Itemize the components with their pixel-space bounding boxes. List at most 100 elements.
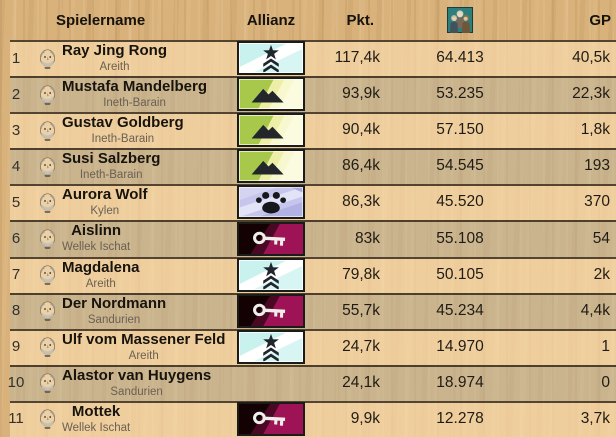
rank-number: 2	[11, 85, 21, 103]
population-value: 14.970	[436, 337, 484, 355]
player-link[interactable]: Magdalena Areith	[62, 259, 140, 291]
table-row: 11 Mottek Wellek Ischat	[0, 400, 616, 437]
population-icon	[447, 7, 473, 33]
gp-value: 193	[584, 157, 610, 175]
table-row: 3 Gustav Goldberg Ineth-Barain	[0, 112, 616, 149]
alliance-flag-key[interactable]	[237, 293, 305, 328]
player-link[interactable]: Ray Jing Rong Areith	[62, 42, 167, 74]
player-link[interactable]: Susi Salzberg Ineth-Barain	[62, 150, 160, 182]
player-avatar-icon	[32, 220, 62, 256]
points-value: 9,9k	[350, 409, 380, 427]
player-link[interactable]: Mottek Wellek Ischat	[62, 403, 130, 435]
column-header-alliance[interactable]: Allianz	[246, 11, 296, 29]
player-link[interactable]: Aurora Wolf Kylen	[62, 186, 148, 218]
population-value: 64.413	[436, 49, 484, 67]
player-avatar-icon	[32, 329, 62, 365]
player-name[interactable]: Mottek	[71, 402, 121, 420]
alliance-flag-mountain[interactable]	[237, 149, 305, 184]
player-avatar-icon	[32, 257, 62, 293]
rank-number: 5	[11, 193, 21, 211]
player-alliance-name[interactable]: Ineth-Barain	[103, 97, 166, 110]
player-alliance-name[interactable]: Wellek Ischat	[62, 421, 131, 434]
rank-number: 1	[11, 49, 21, 67]
player-avatar-icon	[32, 112, 62, 148]
points-value: 83k	[355, 229, 380, 247]
player-alliance-name[interactable]: Ineth-Barain	[79, 169, 143, 182]
player-name[interactable]: Aislinn	[71, 222, 122, 240]
player-alliance-name[interactable]: Kylen	[90, 205, 120, 218]
player-avatar-icon	[32, 293, 62, 329]
population-value: 12.278	[436, 409, 484, 427]
gp-value: 370	[584, 193, 610, 211]
points-value: 86,4k	[342, 157, 380, 175]
table-row: 7 Magdalena Areith	[0, 256, 616, 293]
gp-value: 54	[592, 229, 610, 247]
player-name[interactable]: Der Nordmann	[62, 294, 167, 312]
player-alliance-name[interactable]: Sandurien	[110, 385, 163, 398]
alliance-flag-none	[239, 368, 303, 398]
table-row: 10 Alastor van Huygens Sandurien	[0, 364, 616, 402]
column-header-gp[interactable]: GP	[589, 11, 611, 29]
gp-value: 1	[601, 337, 610, 355]
player-link[interactable]: Alastor van Huygens Sandurien	[62, 367, 211, 399]
alliance-flag-paw[interactable]	[237, 185, 305, 220]
player-alliance-name[interactable]: Sandurien	[87, 313, 141, 326]
points-value: 24,1k	[342, 373, 380, 391]
points-value: 90,4k	[342, 121, 380, 139]
gp-value: 4,4k	[580, 301, 610, 319]
points-value: 55,7k	[342, 301, 380, 319]
player-link[interactable]: Der Nordmann Sandurien	[62, 295, 166, 327]
player-name[interactable]: Alastor van Huygens	[62, 366, 212, 384]
alliance-flag-key[interactable]	[237, 221, 305, 256]
player-alliance-name[interactable]: Areith	[85, 277, 116, 290]
player-name[interactable]: Aurora Wolf	[62, 186, 148, 204]
rank-number: 7	[11, 266, 21, 284]
column-header-points[interactable]: Pkt.	[346, 11, 374, 29]
rank-number: 9	[11, 338, 21, 356]
population-value: 57.150	[436, 121, 484, 139]
player-name[interactable]: Ulf vom Massener Feld	[62, 330, 226, 348]
table-row: 1 Ray Jing Rong Areith	[0, 40, 616, 77]
population-value: 18.974	[436, 373, 484, 391]
alliance-flag-star[interactable]	[237, 329, 305, 364]
points-value: 86,3k	[342, 193, 380, 211]
alliance-flag-star[interactable]	[237, 41, 305, 76]
points-value: 24,7k	[342, 337, 380, 355]
player-avatar-icon	[32, 401, 62, 437]
population-value: 53.235	[436, 85, 484, 103]
player-alliance-name[interactable]: Ineth-Barain	[91, 133, 155, 146]
player-avatar-icon	[32, 184, 62, 220]
player-name[interactable]: Ray Jing Rong	[62, 42, 168, 59]
gp-value: 3,7k	[580, 409, 610, 427]
column-header-playername[interactable]: Spielername	[56, 11, 146, 29]
alliance-flag-mountain[interactable]	[237, 113, 305, 148]
player-name[interactable]: Gustav Goldberg	[62, 114, 184, 132]
player-alliance-name[interactable]: Wellek Ischat	[62, 241, 131, 254]
rank-number: 6	[11, 230, 21, 248]
population-value: 50.105	[436, 265, 484, 283]
table-body: 1 Ray Jing Rong Areith	[0, 40, 616, 437]
points-value: 79,8k	[342, 265, 380, 283]
player-link[interactable]: Ulf vom Massener Feld Areith	[62, 331, 225, 363]
table-row: 6 Aislinn Wellek Ischat	[0, 220, 616, 257]
player-link[interactable]: Gustav Goldberg Ineth-Barain	[62, 114, 184, 146]
column-header-population[interactable]	[382, 0, 538, 40]
player-avatar-icon	[32, 40, 62, 76]
alliance-flag-key[interactable]	[237, 401, 305, 436]
player-alliance-name[interactable]: Areith	[128, 349, 159, 362]
player-name[interactable]: Mustafa Mandelberg	[62, 78, 208, 96]
player-name[interactable]: Susi Salzberg	[62, 150, 161, 168]
player-link[interactable]: Aislinn Wellek Ischat	[62, 222, 130, 254]
player-alliance-name[interactable]: Areith	[99, 61, 130, 73]
player-avatar-icon	[32, 76, 62, 112]
alliance-flag-star[interactable]	[237, 257, 305, 292]
gp-value: 1,8k	[580, 121, 610, 139]
rank-number: 8	[11, 302, 21, 320]
population-value: 54.545	[436, 157, 484, 175]
points-value: 93,9k	[342, 85, 380, 103]
player-link[interactable]: Mustafa Mandelberg Ineth-Barain	[62, 78, 207, 110]
player-name[interactable]: Magdalena	[62, 258, 140, 276]
population-value: 55.108	[436, 229, 484, 247]
alliance-flag-mountain[interactable]	[237, 77, 305, 112]
gp-value: 2k	[593, 265, 610, 283]
